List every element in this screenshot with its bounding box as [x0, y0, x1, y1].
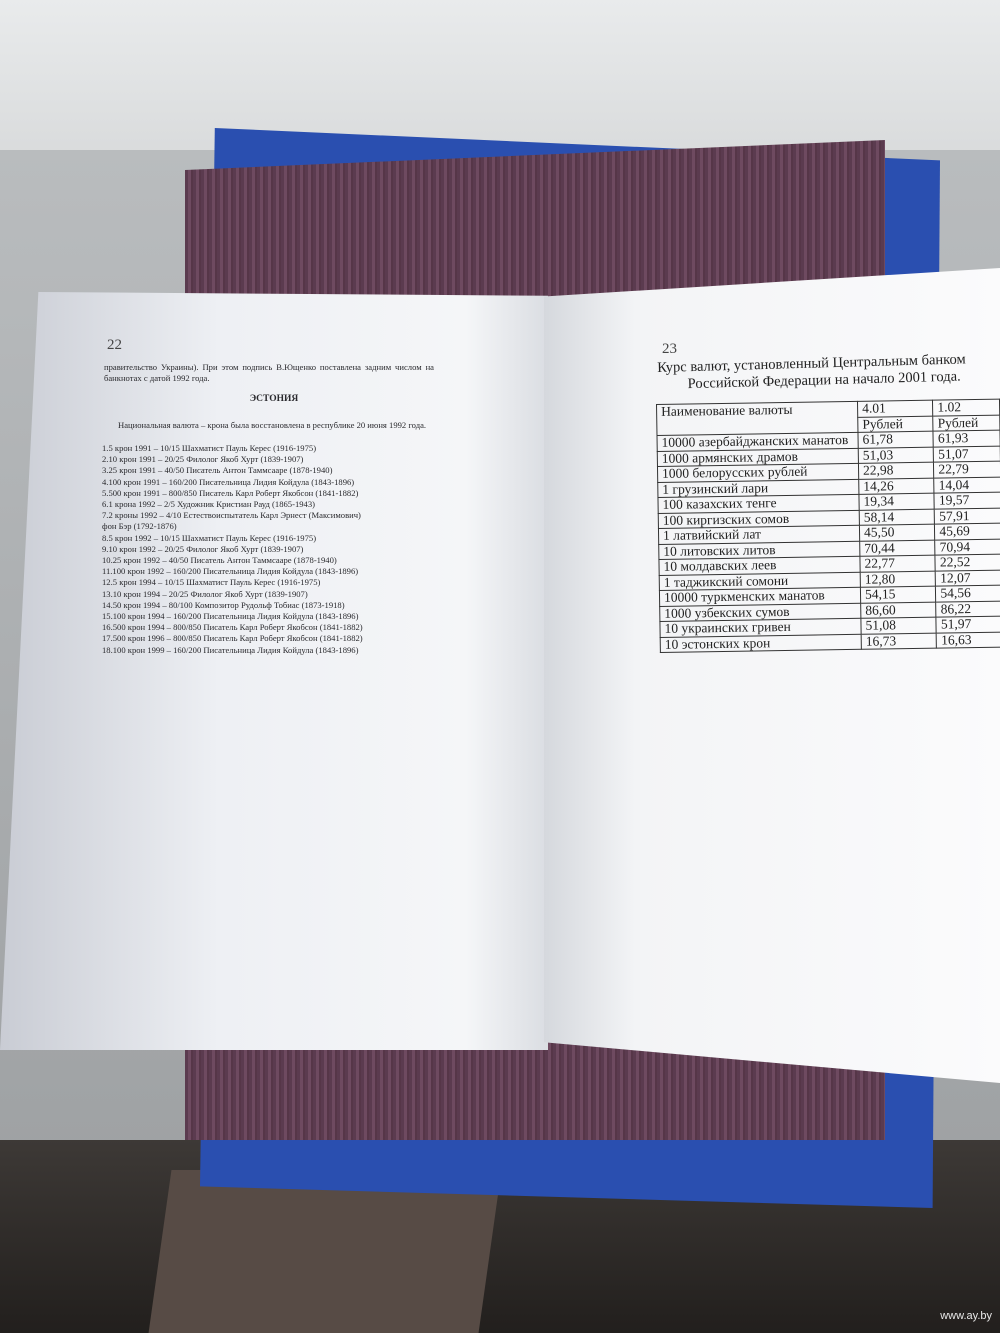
list-item: 16.500 крон 1994 – 800/850 Писатель Карл… [102, 622, 363, 633]
rate-cell: 14,26 [858, 477, 935, 495]
header-date: 1.02 [932, 399, 1000, 416]
list-item: 17.500 крон 1996 – 800/850 Писатель Карл… [102, 633, 363, 644]
rate-cell: 54,56 [935, 585, 1000, 602]
header-currency-name: Наименование валюты [656, 401, 859, 436]
right-page [544, 268, 1000, 1083]
rate-cell: 45,69 [934, 523, 1000, 540]
rate-cell: 22,98 [858, 462, 935, 479]
list-item: 2.10 крон 1991 – 20/25 Филолог Якоб Хурт… [102, 454, 304, 465]
list-item: 9.10 крон 1992 – 20/25 Филолог Якоб Хурт… [102, 543, 304, 554]
list-item: 3.25 крон 1991 – 40/50 Писатель Антон Та… [102, 465, 333, 476]
rate-cell: 51,97 [936, 616, 1000, 633]
intro-text: правительство Украины). При этом подпись… [104, 362, 434, 384]
floor-mat [148, 1170, 502, 1333]
window-sill-background [0, 0, 1000, 165]
rate-cell: 58,14 [859, 508, 935, 526]
header-date: 4.01 [857, 400, 934, 417]
exchange-rate-table: Наименование валюты 4.01 1.02 Рублей Руб… [656, 399, 1000, 653]
list-item: 5.500 крон 1991 – 800/850 Писатель Карл … [102, 487, 359, 498]
rate-cell: 16,73 [861, 632, 937, 650]
rate-cell: 61,93 [933, 430, 1000, 447]
rate-cell: 51,03 [858, 446, 934, 464]
rate-cell: 22,77 [859, 555, 936, 572]
rate-cell: 57,91 [934, 508, 1000, 525]
rate-cell: 70,94 [935, 539, 1000, 556]
watermark: www.ay.by [940, 1310, 992, 1322]
header-unit: Рублей [857, 416, 934, 433]
rate-cell: 61,78 [858, 431, 934, 448]
list-item: 14.50 крон 1994 – 80/100 Композитор Рудо… [102, 599, 345, 610]
rate-cell: 16,63 [936, 632, 1000, 649]
left-page [0, 292, 548, 1050]
list-item: 10.25 крон 1992 – 40/50 Писатель Антон Т… [102, 555, 337, 566]
rate-cell: 14,04 [934, 477, 1000, 494]
list-item: 8.5 крон 1992 – 10/15 Шахматист Пауль Ке… [102, 532, 317, 543]
list-item: 15.100 крон 1994 – 160/200 Писательница … [102, 611, 359, 622]
rate-cell: 22,79 [933, 461, 1000, 478]
rate-cell: 19,57 [934, 492, 1000, 509]
list-item: 7.2 кроны 1992 – 4/10 Естествоиспытатель… [102, 510, 361, 521]
rate-cell: 86,60 [860, 601, 937, 619]
rate-cell: 70,44 [859, 539, 936, 557]
list-item: 11.100 крон 1992 – 160/200 Писательница … [102, 566, 359, 577]
rate-cell: 12,80 [860, 570, 936, 588]
list-item: 1.5 крон 1991 – 10/15 Шахматист Пауль Ке… [102, 443, 317, 453]
section-paragraph: Национальная валюта – крона была восстан… [118, 420, 427, 430]
page-number-left: 22 [107, 337, 122, 353]
list-item: фон Бэр (1792-1876) [102, 521, 177, 532]
page-number-right: 23 [662, 341, 677, 357]
rate-cell: 54,15 [860, 586, 937, 603]
list-item: 4.100 крон 1991 – 160/200 Писательница Л… [102, 476, 355, 487]
list-item: 6.1 крона 1992 – 2/5 Художник Кристиан Р… [102, 499, 316, 510]
rate-cell: 51,08 [860, 617, 937, 634]
rate-cell: 45,50 [859, 524, 936, 541]
list-item: 12.5 крон 1994 – 10/15 Шахматист Пауль К… [102, 577, 321, 588]
rate-cell: 22,52 [935, 554, 1000, 571]
rate-cell: 86,22 [936, 601, 1000, 618]
list-item: 18.100 крон 1999 – 160/200 Писательница … [102, 644, 359, 655]
currency-name-cell: 10 эстонских крон [660, 633, 862, 653]
rate-cell: 12,07 [935, 570, 1000, 587]
rate-cell: 19,34 [858, 493, 935, 510]
banknote-list: 1.5 крон 1991 – 10/15 Шахматист Пауль Ке… [102, 443, 363, 656]
rate-cell: 51,07 [933, 446, 1000, 463]
section-heading: ЭСТОНИЯ [249, 394, 299, 404]
header-unit: Рублей [933, 414, 1000, 432]
list-item: 13.10 крон 1994 – 20/25 Филолог Якоб Хур… [102, 588, 308, 599]
